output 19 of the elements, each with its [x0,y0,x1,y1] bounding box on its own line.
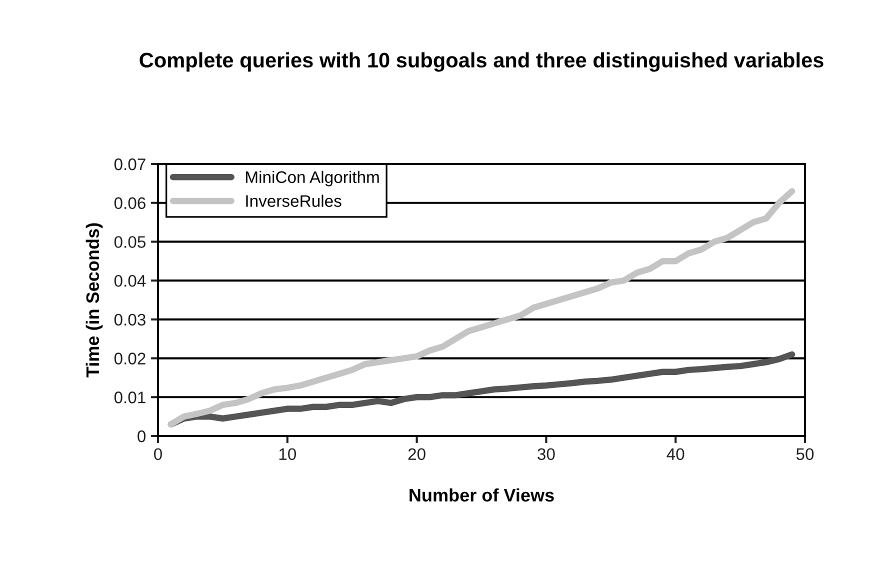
legend-label: InverseRules [246,194,342,207]
x-tick-label: 10 [279,448,296,460]
x-tick-label: 0 [154,448,162,460]
legend-label: MiniCon Algorithm [246,170,379,186]
x-tick-label: 20 [408,448,426,460]
x-axis-title: Number of Views [410,488,554,502]
y-tick-label: 0.05 [114,236,146,248]
y-tick-label: 0 [138,430,146,442]
y-tick-label: 0.04 [114,274,146,287]
x-tick-label: 40 [666,448,684,460]
y-tick-label: 0.06 [114,197,146,210]
chart-title: Complete queries with 10 subgoals and three distinguished variables [140,52,824,72]
y-axis-title: Time (in Seconds) [86,223,103,378]
y-tick-label: 0.02 [114,352,146,364]
x-tick-label: 50 [796,448,814,460]
x-tick-label: 30 [538,448,555,460]
y-tick-label: 0.07 [114,158,146,170]
y-tick-label: 0.03 [114,314,146,326]
y-tick-label: 0.01 [114,392,146,404]
